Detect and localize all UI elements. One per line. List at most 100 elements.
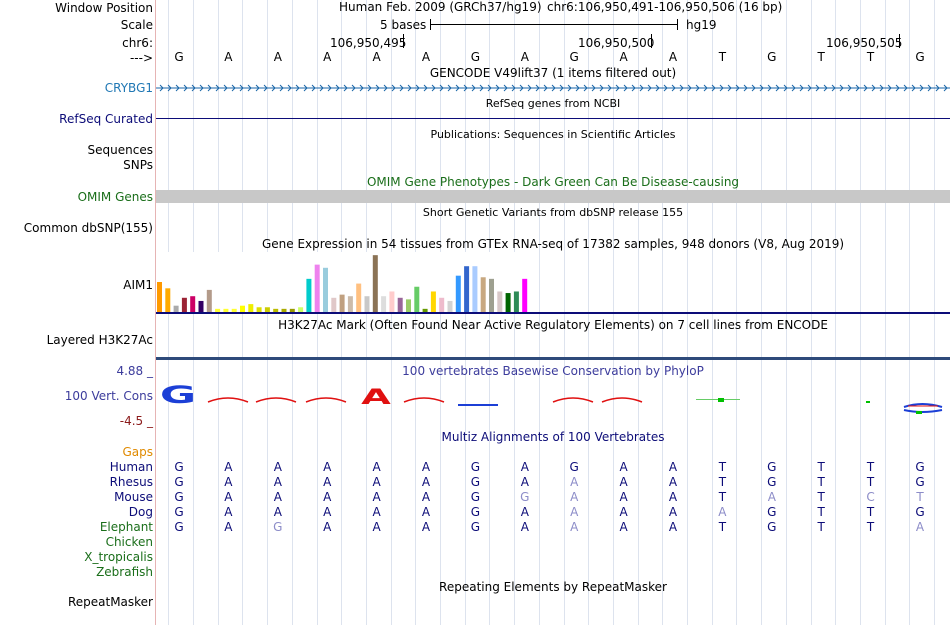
gencode-track-title[interactable]: GENCODE V49lift37 (1 items filtered out) xyxy=(429,66,677,80)
species-label[interactable]: Dog xyxy=(128,505,153,519)
alignment-base: T xyxy=(718,490,727,504)
gtex-bar[interactable] xyxy=(298,307,304,312)
alignment-base: T xyxy=(817,505,825,519)
refseq-track-title[interactable]: RefSeq genes from NCBI xyxy=(485,97,621,110)
gtex-bar[interactable] xyxy=(480,277,486,312)
gtex-bar[interactable] xyxy=(231,308,237,312)
species-label[interactable]: Elephant xyxy=(99,520,153,534)
gtex-track-title[interactable]: Gene Expression in 54 tissues from GTEx … xyxy=(261,237,845,251)
base-letter: A xyxy=(323,50,332,64)
repeatmasker-track-label[interactable]: RepeatMasker xyxy=(67,595,153,609)
gtex-bar[interactable] xyxy=(339,294,345,312)
gtex-bar[interactable] xyxy=(489,278,494,312)
gtex-bar[interactable] xyxy=(505,293,511,312)
gtex-bar[interactable] xyxy=(306,278,312,312)
gaps-label[interactable]: Gaps xyxy=(122,445,153,459)
alignment-base: G xyxy=(767,475,777,489)
gtex-bar[interactable] xyxy=(248,304,254,312)
gtex-bar[interactable] xyxy=(389,291,395,312)
gtex-bar[interactable] xyxy=(256,307,262,312)
phylop-track-label[interactable]: 100 Vert. Cons xyxy=(64,389,153,403)
repeatmasker-track-title[interactable]: Repeating Elements by RepeatMasker xyxy=(439,580,667,594)
gtex-bar[interactable] xyxy=(372,255,378,312)
gtex-bar[interactable] xyxy=(472,266,478,312)
gtex-bar[interactable] xyxy=(422,308,428,312)
ruler-tick xyxy=(899,34,900,48)
gtex-gene-label[interactable]: AIM1 xyxy=(123,278,153,292)
gencode-gene-feature[interactable] xyxy=(156,82,950,94)
publications-track-title[interactable]: Publications: Sequences in Scientific Ar… xyxy=(430,128,676,141)
gtex-bar[interactable] xyxy=(447,300,453,312)
base-letter: G xyxy=(470,50,481,64)
gtex-bar[interactable] xyxy=(206,289,212,312)
gtex-bar[interactable] xyxy=(497,291,503,312)
h3k27ac-track-title[interactable]: H3K27Ac Mark (Often Found Near Active Re… xyxy=(278,318,828,332)
gtex-bar[interactable] xyxy=(439,297,445,312)
gtex-bar[interactable] xyxy=(414,286,420,312)
gtex-bar[interactable] xyxy=(455,275,461,312)
gtex-bar[interactable] xyxy=(406,299,411,312)
assembly-title[interactable]: Human Feb. 2009 (GRCh37/hg19) xyxy=(339,0,542,14)
gtex-bar-chart[interactable] xyxy=(156,252,950,314)
gtex-bar[interactable] xyxy=(215,308,221,312)
publications-label-sequences[interactable]: Sequences xyxy=(87,143,153,157)
alignment-base: A xyxy=(421,475,431,489)
multiz-track-title[interactable]: Multiz Alignments of 100 Vertebrates xyxy=(441,430,665,444)
dbsnp-track-label[interactable]: Common dbSNP(155) xyxy=(23,221,153,235)
gtex-bar[interactable] xyxy=(273,308,279,312)
alignment-base: G xyxy=(915,475,925,489)
phylop-logo[interactable]: G A xyxy=(156,380,950,420)
gtex-bar[interactable] xyxy=(397,297,403,312)
species-label[interactable]: Human xyxy=(109,460,153,474)
omim-track-label[interactable]: OMIM Genes xyxy=(77,190,153,204)
gtex-bar[interactable] xyxy=(190,296,196,312)
gtex-bar[interactable] xyxy=(289,308,295,312)
species-label[interactable]: Rhesus xyxy=(109,475,153,489)
gtex-bar[interactable] xyxy=(331,297,337,312)
gtex-bar[interactable] xyxy=(430,291,436,312)
refseq-gene-line[interactable] xyxy=(156,118,950,119)
gtex-bar[interactable] xyxy=(381,296,387,312)
phylop-track-title[interactable]: 100 vertebrates Basewise Conservation by… xyxy=(402,364,704,378)
position-readout[interactable]: chr6:106,950,491-106,950,506 (16 bp) xyxy=(547,0,783,14)
gtex-bar[interactable] xyxy=(240,305,245,312)
species-label[interactable]: Mouse xyxy=(114,490,153,504)
h3k27ac-track-label[interactable]: Layered H3K27Ac xyxy=(46,333,153,347)
gtex-bar[interactable] xyxy=(464,266,470,312)
refseq-track-label[interactable]: RefSeq Curated xyxy=(59,112,153,126)
scale-bar-left-cap xyxy=(430,19,431,30)
omim-feature-bar[interactable] xyxy=(156,190,950,203)
scale-bar-right-cap xyxy=(677,19,678,30)
gtex-bar[interactable] xyxy=(264,307,270,312)
gtex-bar[interactable] xyxy=(157,282,162,312)
alignment-base: A xyxy=(323,505,332,519)
publications-label-snps[interactable]: SNPs xyxy=(123,158,153,172)
alignment-base: G xyxy=(174,460,184,474)
gtex-bar[interactable] xyxy=(173,305,179,312)
species-label[interactable]: X_tropicalis xyxy=(84,550,153,564)
gtex-bar[interactable] xyxy=(347,296,353,312)
gencode-gene-label[interactable]: CRYBG1 xyxy=(104,81,153,95)
gtex-bar[interactable] xyxy=(323,267,328,312)
gtex-bar[interactable] xyxy=(356,283,362,312)
gtex-bar[interactable] xyxy=(364,296,370,312)
alignment-base: T xyxy=(718,460,727,474)
gtex-bar[interactable] xyxy=(522,278,528,312)
gtex-bar[interactable] xyxy=(181,297,187,312)
species-label[interactable]: Chicken xyxy=(105,535,153,549)
dbsnp-track-title[interactable]: Short Genetic Variants from dbSNP releas… xyxy=(422,206,684,219)
base-letter: G xyxy=(569,50,579,64)
gtex-bar[interactable] xyxy=(165,288,171,312)
species-label[interactable]: Zebrafish xyxy=(96,565,153,579)
gene-strand-arrows xyxy=(159,84,948,92)
omim-track-title[interactable]: OMIM Gene Phenotypes - Dark Green Can Be… xyxy=(366,175,740,189)
gtex-bar[interactable] xyxy=(281,308,287,312)
gtex-bar[interactable] xyxy=(223,308,229,312)
base-letter: A xyxy=(668,50,678,64)
phylop-small-a-glyphs xyxy=(207,397,643,403)
h3k27ac-signal-baseline[interactable] xyxy=(156,357,950,360)
gtex-bar[interactable] xyxy=(198,300,204,312)
alignment-base: A xyxy=(668,475,678,489)
gtex-bar[interactable] xyxy=(314,264,320,312)
gtex-bar[interactable] xyxy=(513,291,519,312)
